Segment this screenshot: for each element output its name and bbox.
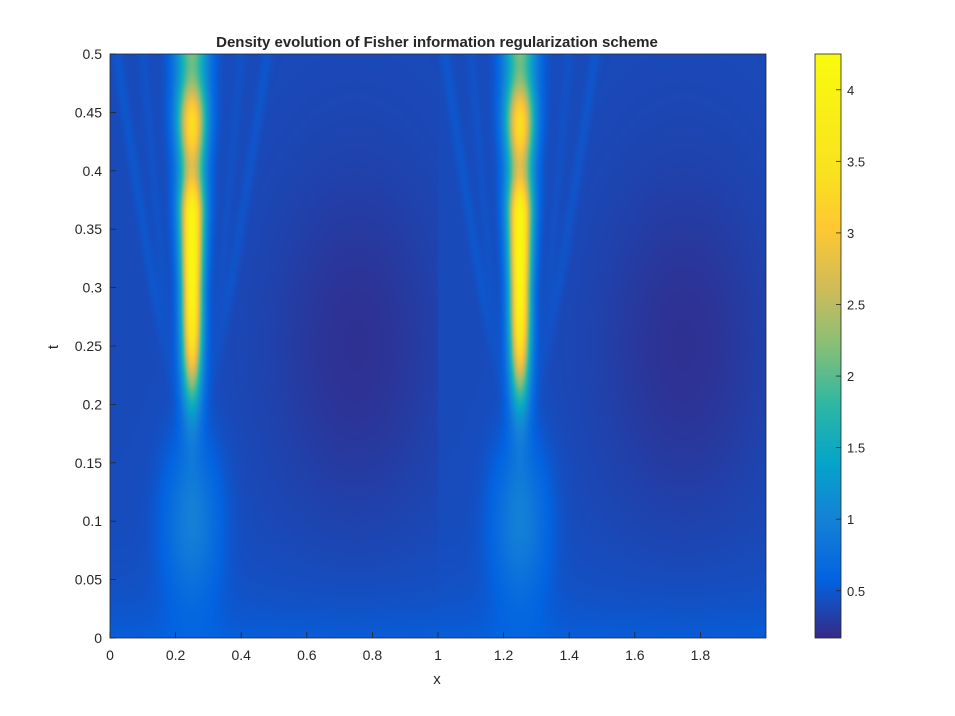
x-tick-label: 1: [434, 647, 442, 663]
colorbar-tick-label: 0.5: [847, 584, 865, 599]
y-tick-label: 0.45: [75, 104, 102, 120]
y-tick-label: 0.15: [75, 455, 102, 471]
x-tick-label: 0.2: [166, 647, 186, 663]
x-tick-label: 1.2: [494, 647, 514, 663]
colorbar-tick-label: 2.5: [847, 297, 865, 312]
y-tick-label: 0.4: [83, 163, 103, 179]
y-tick-label: 0.05: [75, 572, 102, 588]
chart-title: Density evolution of Fisher information …: [216, 34, 658, 51]
y-tick-label: 0.1: [83, 513, 103, 529]
y-tick-label: 0.35: [75, 221, 102, 237]
heatmap-image: [110, 54, 766, 638]
colorbar-tick-label: 4: [847, 83, 854, 98]
x-tick-label: 0.6: [297, 647, 317, 663]
x-tick-label: 0: [106, 647, 114, 663]
colorbar-tick-label: 3.5: [847, 154, 865, 169]
y-axis: 0 0.05 0.1 0.15 0.2 0.25 0.3 0.35 0.4 0.45 0.5: [75, 46, 116, 646]
colorbar-tick-label: 3: [847, 226, 854, 241]
colorbar-tick-label: 1: [847, 512, 854, 527]
x-tick-label: 1.8: [691, 647, 711, 663]
colorbar-tick-label: 2: [847, 369, 854, 384]
x-axis-label: x: [433, 671, 441, 688]
colorbar-gradient: [815, 54, 841, 638]
x-tick-label: 0.4: [231, 647, 251, 663]
x-axis: 0 0.2 0.4 0.6 0.8 1 1.2 1.4 1.6 1.8: [106, 632, 710, 663]
x-tick-label: 1.6: [625, 647, 645, 663]
y-tick-label: 0.3: [83, 280, 103, 296]
x-tick-label: 0.8: [363, 647, 383, 663]
y-tick-label: 0.25: [75, 338, 102, 354]
x-tick-label: 1.4: [559, 647, 579, 663]
y-tick-label: 0.5: [83, 46, 103, 62]
colorbar-tick-label: 1.5: [847, 441, 865, 456]
y-tick-label: 0: [94, 630, 102, 646]
y-axis-label: t: [45, 344, 62, 349]
colorbar: 0.5 1 1.5 2 2.5 3 3.5 4: [814, 53, 865, 639]
y-tick-label: 0.2: [83, 396, 103, 412]
colorbar-frame: [814, 53, 842, 639]
colorbar-ticks: 0.5 1 1.5 2 2.5 3 3.5 4: [836, 83, 865, 599]
plot-area: [109, 53, 767, 639]
